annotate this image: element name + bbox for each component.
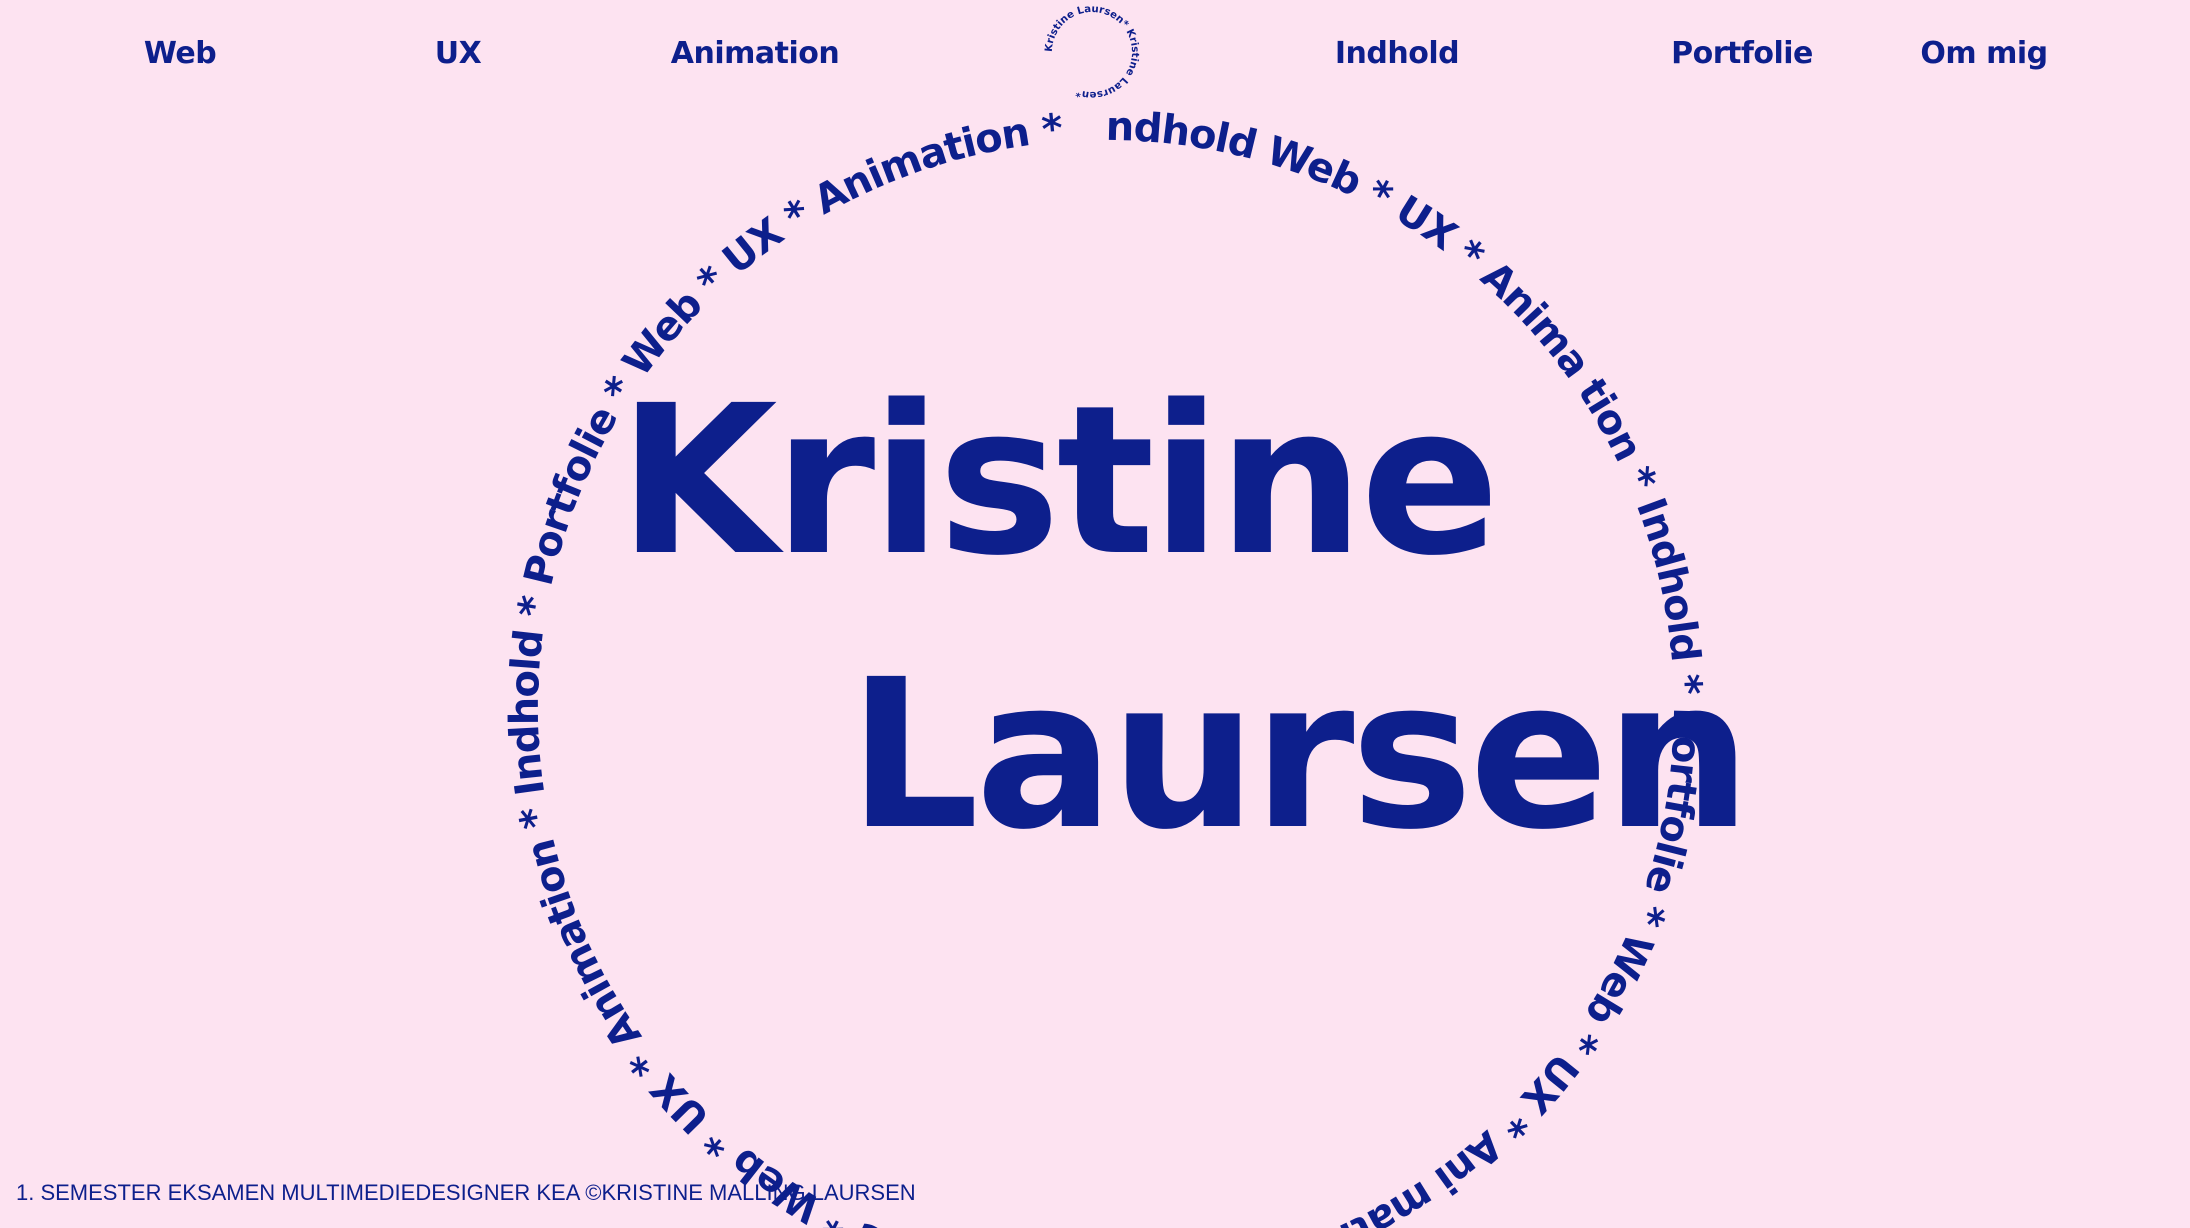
hero-ring-text: Indhold Web * UX * Anima tion * Indhold … <box>0 0 1710 1228</box>
nav-link-om-mig[interactable]: Om mig <box>1920 36 2048 71</box>
logo-ring-text: Kristine Laursen* Kristine Laursen* <box>1044 4 1140 100</box>
nav-link-animation[interactable]: Animation <box>670 36 840 71</box>
nav-link-ux[interactable]: UX <box>434 36 482 71</box>
nav-link-indhold[interactable]: Indhold <box>1334 36 1460 71</box>
hero-last-name: Laursen <box>848 635 1752 875</box>
footer-copyright: 1. SEMESTER EKSAMEN MULTIMEDIEDESIGNER K… <box>16 1180 916 1205</box>
nav-link-web[interactable]: Web <box>143 36 217 71</box>
logo-badge[interactable]: Kristine Laursen* Kristine Laursen* <box>1042 2 1142 102</box>
hero-first-name: Kristine <box>618 361 1500 601</box>
nav-link-portfolie[interactable]: Portfolie <box>1671 36 1813 71</box>
